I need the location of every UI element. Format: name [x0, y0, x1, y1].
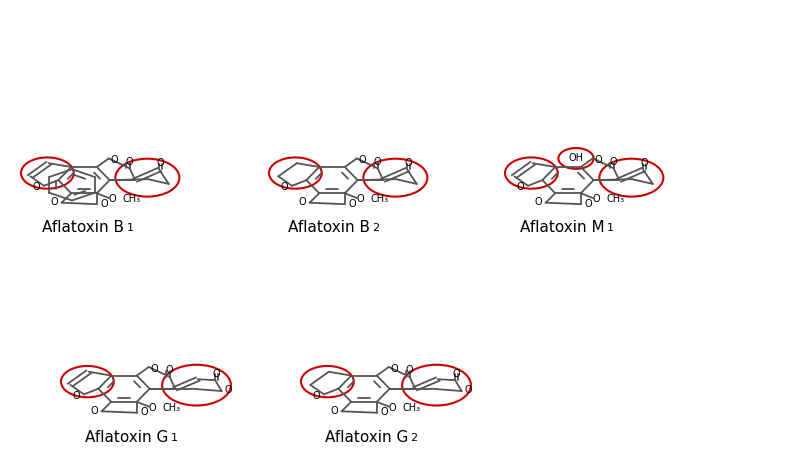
Text: O: O	[534, 197, 542, 207]
Text: O: O	[358, 155, 366, 165]
Text: O: O	[50, 197, 58, 207]
Text: O: O	[166, 365, 174, 375]
Text: O: O	[374, 156, 382, 167]
Text: O: O	[610, 156, 618, 167]
Text: O: O	[389, 403, 397, 413]
Text: O: O	[390, 364, 398, 374]
Text: O: O	[380, 407, 388, 417]
Text: OH: OH	[569, 154, 583, 164]
Text: Aflatoxin B: Aflatoxin B	[42, 220, 124, 236]
Text: Aflatoxin B: Aflatoxin B	[288, 220, 370, 236]
Text: O: O	[516, 182, 524, 192]
Text: O: O	[465, 385, 473, 395]
Text: CH₃: CH₃	[162, 403, 180, 413]
Text: Aflatoxin G: Aflatoxin G	[325, 430, 408, 446]
Text: O: O	[100, 199, 108, 209]
Text: O: O	[641, 158, 649, 168]
Text: O: O	[110, 155, 118, 165]
Text: CH₃: CH₃	[122, 194, 140, 204]
Text: O: O	[150, 364, 158, 374]
Text: O: O	[72, 391, 80, 401]
Text: O: O	[225, 385, 233, 395]
Text: O: O	[32, 182, 40, 192]
Text: O: O	[593, 194, 601, 204]
Text: O: O	[149, 403, 157, 413]
Text: O: O	[213, 368, 221, 379]
Text: O: O	[312, 391, 320, 401]
Text: O: O	[584, 199, 592, 209]
Text: 2: 2	[372, 223, 379, 233]
Text: Aflatoxin G: Aflatoxin G	[85, 430, 168, 446]
Text: CH₃: CH₃	[606, 194, 624, 204]
Text: O: O	[406, 365, 414, 375]
Text: CH₃: CH₃	[370, 194, 388, 204]
Text: O: O	[330, 406, 338, 416]
Text: O: O	[126, 156, 134, 167]
Text: 1: 1	[170, 433, 178, 443]
Text: O: O	[109, 194, 117, 204]
Text: O: O	[140, 407, 148, 417]
Text: 1: 1	[126, 223, 134, 233]
Text: Aflatoxin M: Aflatoxin M	[520, 220, 605, 236]
Text: CH₃: CH₃	[402, 403, 420, 413]
Text: 1: 1	[607, 223, 614, 233]
Text: O: O	[157, 158, 165, 168]
Text: O: O	[298, 197, 306, 207]
Text: O: O	[405, 158, 413, 168]
Text: O: O	[594, 155, 602, 165]
Text: O: O	[453, 368, 461, 379]
Text: O: O	[280, 182, 288, 192]
Text: 2: 2	[410, 433, 418, 443]
Text: O: O	[357, 194, 365, 204]
Text: O: O	[348, 199, 356, 209]
Text: O: O	[90, 406, 98, 416]
